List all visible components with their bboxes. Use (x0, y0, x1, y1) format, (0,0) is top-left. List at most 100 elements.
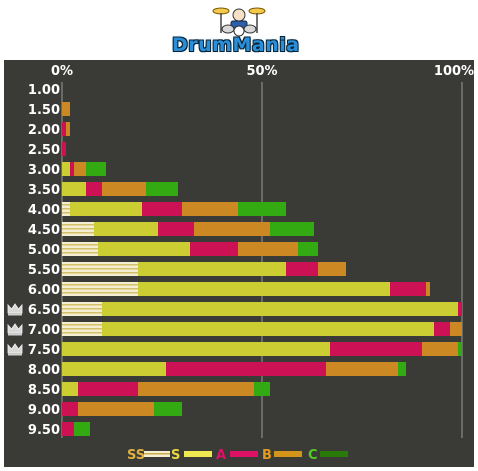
bar-segment-s (62, 362, 166, 376)
bar-segment-c (270, 222, 314, 236)
level-label: 6.50 (28, 303, 60, 318)
bar-stripe (62, 332, 102, 334)
bar-segment-b (450, 322, 462, 336)
bar-segment-a (434, 322, 450, 336)
bar-stripe (62, 244, 98, 246)
bar-stripe (62, 328, 102, 330)
level-label: 4.00 (28, 203, 60, 218)
bar-segment-s (138, 282, 390, 296)
bar-segment-b (66, 122, 70, 136)
level-label: 8.00 (28, 363, 60, 378)
legend-label-ss: SS (127, 448, 145, 463)
bar-segment-a (62, 122, 66, 136)
bar-stripe (62, 228, 94, 230)
bar-segment-a (70, 162, 74, 176)
legend-swatch-c (320, 451, 348, 457)
bar-segment-b (422, 342, 458, 356)
legend-label-b: B (262, 448, 272, 463)
level-label: 9.00 (28, 403, 60, 418)
bar-stripe (62, 284, 138, 286)
bar-segment-a (62, 422, 74, 436)
level-label: 2.00 (28, 123, 60, 138)
chart-panel: 0% 50% 100% 1.00 1.50 2.00 2.50 3.00 3.50 4.00 4.5… (4, 60, 474, 467)
crown-icon (7, 343, 23, 356)
bar-stripe (62, 312, 102, 314)
bar-segment-c (146, 182, 178, 196)
bar-segment-a (86, 182, 102, 196)
bar-stripe (62, 252, 98, 254)
bar-stripe (62, 288, 138, 290)
bar-segment-s (70, 202, 142, 216)
bar-stripe (62, 308, 102, 310)
level-label: 3.00 (28, 163, 60, 178)
level-label: 3.50 (28, 183, 60, 198)
bar-stripe (62, 264, 138, 266)
bar-stripe (62, 224, 94, 226)
bar-segment-c (238, 202, 286, 216)
x-tick-label: 50% (246, 64, 277, 79)
bar-segment-s (62, 162, 70, 176)
bar-segment-b (238, 242, 298, 256)
bar-stripe (62, 324, 102, 326)
bar-segment-c (254, 382, 270, 396)
legend-swatch-b (274, 451, 302, 457)
bar-stripe (62, 272, 138, 274)
x-tick-label: 0% (51, 64, 73, 79)
level-label: 5.00 (28, 243, 60, 258)
level-label: 5.50 (28, 263, 60, 278)
crown-icon (7, 303, 23, 316)
bar-segment-b (62, 102, 70, 116)
bar-segment-c (86, 162, 106, 176)
bar-stripe (62, 292, 138, 294)
bar-segment-a (286, 262, 318, 276)
bar-segment-b (194, 222, 270, 236)
bar-stripe (62, 204, 70, 206)
bar-segment-c (298, 242, 318, 256)
level-label: 1.50 (28, 103, 60, 118)
bar-stripe (62, 208, 70, 210)
bar-segment-s (62, 342, 330, 356)
level-label: 1.00 (28, 83, 60, 98)
legend-label-a: A (216, 448, 226, 463)
legend-swatch-stripe (144, 453, 170, 455)
bar-segment-s (98, 242, 190, 256)
legend-swatch-a (230, 451, 258, 457)
bar-segment-a (62, 402, 78, 416)
level-label: 2.50 (28, 143, 60, 158)
legend-label-c: C (308, 448, 318, 463)
bar-segment-a (158, 222, 194, 236)
bar-segment-b (182, 202, 238, 216)
bar-segment-b (326, 362, 398, 376)
bar-stripe (62, 268, 138, 270)
crown-icon (7, 323, 23, 336)
legend-swatch-s (184, 451, 212, 457)
bar-segment-a (142, 202, 182, 216)
bar-segment-a (330, 342, 422, 356)
bar-segment-s (62, 382, 78, 396)
level-label: 7.00 (28, 323, 60, 338)
bar-segment-a (166, 362, 326, 376)
bar-segment-b (78, 402, 154, 416)
bar-segment-a (78, 382, 138, 396)
bar-stripe (62, 248, 98, 250)
bar-segment-b (102, 182, 146, 196)
bar-segment-b (74, 162, 86, 176)
bar-segment-b (426, 282, 430, 296)
level-label: 8.50 (28, 383, 60, 398)
logo-text: DrumMania (172, 34, 300, 56)
bar-segment-c (458, 342, 462, 356)
level-label: 4.50 (28, 223, 60, 238)
bar-segment-a (390, 282, 426, 296)
drum-kit-icon (212, 7, 266, 37)
legend-label-s: S (171, 448, 180, 463)
bar-segment-s (138, 262, 286, 276)
x-tick-label: 100% (434, 64, 474, 79)
bar-stripe (62, 304, 102, 306)
bar-segment-a (62, 142, 66, 156)
bar-segment-b (318, 262, 346, 276)
bar-segment-a (458, 302, 462, 316)
stacked-bar-chart: 0% 50% 100% 1.00 1.50 2.00 2.50 3.00 3.50 4.00 4.5… (7, 64, 474, 463)
bar-segment-c (74, 422, 90, 436)
bar-segment-s (102, 322, 434, 336)
bar-segment-c (398, 362, 406, 376)
